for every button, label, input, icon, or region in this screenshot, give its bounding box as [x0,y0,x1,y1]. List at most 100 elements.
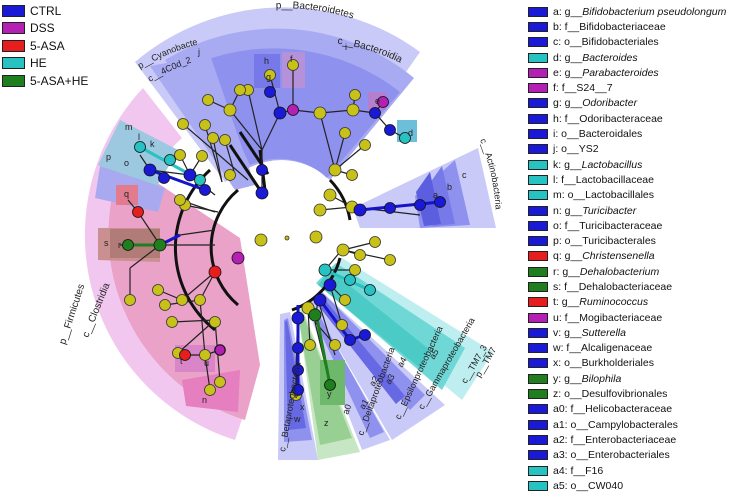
feature-label: o: f__Turicibacteraceae [553,220,662,232]
feature-prefix: m: o__ [553,189,586,202]
feature-name: Dehalobacterium [579,265,660,278]
feature-swatch [528,220,548,231]
feature-swatch [528,21,548,32]
feature-legend-item: k: g__Lactobacillus [528,157,726,172]
feature-legend-item: q: g__Christensenella [528,249,726,264]
group-swatch [2,57,25,70]
feature-label: c: o__Bifidobacteriales [553,36,659,48]
feature-name: Ruminococcus [579,296,649,309]
sector-label-z: z [324,418,329,428]
feature-name: Desulfovibrionales [581,388,668,401]
sector-label-x: x [300,402,305,412]
group-legend-item: CTRL [2,2,88,20]
feature-swatch [528,129,548,140]
feature-name: Lactobacillus [581,158,643,171]
group-label: DSS [30,21,55,36]
feature-swatch [528,312,548,323]
feature-swatch [528,480,548,491]
feature-legend-item: r: g__Dehalobacterium [528,264,726,279]
feature-label: a3: o__Enterobacteriales [553,449,670,461]
feature-swatch [528,358,548,369]
nodes-ctrl [143,86,446,396]
group-legend-item: HE [2,55,88,73]
feature-label: a: g__Bifidobacterium pseudolongum [553,6,726,18]
feature-name: Parabacteroides [582,66,659,79]
feature-label: p: o__Turicibacterales [553,235,656,247]
feature-legend-item: a5: o__CW040 [528,478,726,493]
feature-prefix: z: o__ [553,388,582,401]
group-swatch [2,22,25,35]
feature-swatch [528,450,548,461]
feature-prefix: c: o__ [553,36,582,49]
feature-prefix: y: g__ [553,372,582,385]
feature-name: Helicobacteraceae [585,403,673,416]
feature-name: YS2 [578,143,599,156]
feature-prefix: d: g__ [553,51,583,64]
sector-label-m: m [125,122,133,132]
feature-name: Bifidobacterium pseudolongum [582,5,727,18]
feature-label: k: g__Lactobacillus [553,159,642,171]
feature-legend-item: c: o__Bifidobacteriales [528,35,726,50]
feature-prefix: g: g__ [553,97,583,110]
feature-name: Turicibacteraceae [579,219,663,232]
sector-label-a1: a1 [357,397,371,411]
feature-swatch [528,52,548,63]
feature-name: Bifidobacteriaceae [579,20,666,33]
sector-label-p: p [106,152,111,162]
feature-label: m: o__Lactobacillales [553,189,654,201]
group-swatch [2,74,25,87]
sector-label-a3: a3 [383,372,397,386]
feature-legend-item: e: g__Parabacteroides [528,65,726,80]
sector-label-e: e [375,96,380,106]
feature-legend-item: x: o__Burkholderiales [528,356,726,371]
feature-swatch [528,144,548,155]
feature-name: Sutterella [581,326,626,339]
feature-label: f: f__S24__7 [553,82,613,94]
feature-swatch [528,389,548,400]
feature-name: F16 [585,464,604,477]
feature-prefix: q: g__ [553,250,583,263]
feature-prefix: w: f__ [553,342,582,355]
feature-swatch [528,373,548,384]
feature-legend-item: l: f__Lactobacillaceae [528,172,726,187]
feature-prefix: v: g__ [553,326,582,339]
feature-legend-item: n: g__Turicibacter [528,203,726,218]
sector-label-j: j [197,47,200,57]
feature-legend-item: b: f__Bifidobacteriaceae [528,19,726,34]
feature-prefix: a1: o__ [553,418,589,431]
feature-legend-item: p: o__Turicibacterales [528,233,726,248]
sector-label-f: f [290,54,293,64]
feature-legend-item: a: g__Bifidobacterium pseudolongum [528,4,726,19]
sector-label-a: a [433,190,438,200]
feature-swatch [528,67,548,78]
feature-legend-item: s: f__Dehalobacteriaceae [528,279,726,294]
sector-label-u: u [204,358,209,368]
feature-label: d: g__Bacteroides [553,52,638,64]
feature-prefix: p: o__ [553,235,583,248]
feature-prefix: o: f__ [553,219,580,232]
sector-label-g: g [266,72,271,82]
feature-swatch [528,266,548,277]
feature-name: Bacteroidales [578,128,643,141]
sector-label-a2: a2 [367,374,381,388]
sector-label-i: i [345,42,347,52]
feature-name: Lactobacillaceae [575,173,654,186]
feature-name: Lactobacillales [585,189,654,202]
feature-swatch [528,174,548,185]
group-legend: CTRL DSS 5-ASA HE 5-ASA+HE [2,2,88,90]
sector-label-r: r [118,240,121,250]
feature-swatch [528,6,548,17]
feature-legend-item: o: f__Turicibacteraceae [528,218,726,233]
feature-label: h: f__Odoribacteraceae [553,113,663,125]
feature-prefix: k: g__ [553,158,582,171]
feature-label: u: f__Mogibacteriaceae [553,312,662,324]
feature-swatch [528,343,548,354]
feature-label: z: o__Desulfovibrionales [553,388,667,400]
feature-prefix: u: f__ [553,311,580,324]
feature-swatch [528,434,548,445]
feature-legend-item: h: f__Odoribacteraceae [528,111,726,126]
feature-label: r: g__Dehalobacterium [553,266,659,278]
feature-prefix: i: o__ [553,128,579,141]
feature-legend-item: y: g__Bilophila [528,371,726,386]
feature-label: a2: f__Enterobacteriaceae [553,434,676,446]
